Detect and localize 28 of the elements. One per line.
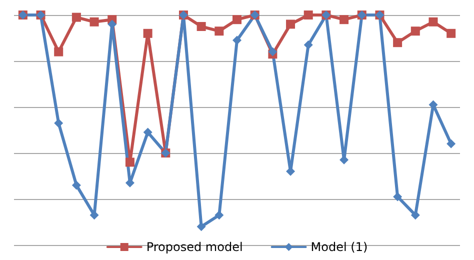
legend-label: Proposed model (146, 240, 243, 254)
point (143, 128, 152, 137)
legend-label: Model (1) (310, 240, 368, 254)
point (196, 22, 206, 31)
point (410, 26, 420, 36)
point (446, 28, 456, 38)
point (304, 40, 313, 50)
point (232, 36, 242, 45)
point (143, 28, 152, 38)
point (125, 158, 134, 167)
point (393, 192, 402, 202)
point (268, 47, 278, 56)
point (410, 210, 420, 220)
point (232, 15, 242, 24)
point (90, 17, 99, 26)
point (72, 12, 81, 22)
point (428, 17, 438, 26)
point (340, 15, 349, 24)
point (54, 47, 64, 56)
point (393, 38, 402, 48)
point (196, 222, 206, 232)
point (54, 118, 64, 128)
point (304, 10, 313, 20)
point (446, 139, 456, 148)
point (286, 20, 296, 29)
point (214, 26, 224, 36)
point (214, 210, 224, 220)
point (72, 180, 81, 190)
